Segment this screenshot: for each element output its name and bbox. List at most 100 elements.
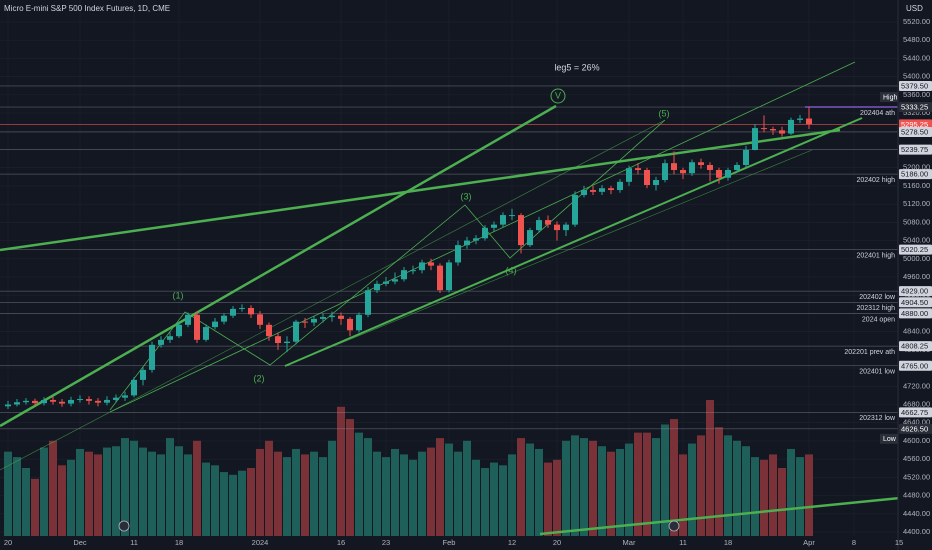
volume-bar (301, 454, 309, 536)
candle-body (392, 279, 398, 282)
candle-body (23, 400, 29, 403)
candle-body (788, 119, 794, 134)
level-tag-box (899, 360, 932, 371)
event-icon (118, 520, 130, 532)
level-note: 202312 low (859, 415, 896, 422)
annotation: (4) (506, 265, 517, 275)
candle-body (221, 315, 227, 322)
volume-bar (490, 462, 498, 536)
candle-body (194, 314, 200, 340)
volume-bar (373, 451, 381, 536)
volume-bar (508, 454, 516, 536)
volume-bar (517, 438, 525, 536)
x-tick-label: Mar (623, 538, 636, 547)
volume-bar (661, 424, 669, 536)
volume-bar (166, 438, 174, 536)
annotation: (3) (461, 191, 472, 201)
extreme-tag: Low (883, 436, 897, 443)
candle-body (59, 401, 65, 404)
candle-body (761, 128, 767, 130)
volume-bar (571, 435, 579, 536)
wave-path (109, 119, 666, 411)
levels: 202404 ath 202402 high 202401 high 202402 l… (0, 85, 898, 430)
volume-bar (22, 468, 30, 536)
candle-body (329, 315, 335, 318)
volume-pane (4, 400, 813, 536)
x-tick-label: 18 (724, 538, 732, 547)
candle-body (698, 162, 704, 165)
candle-body (338, 315, 344, 319)
candle-body (617, 181, 623, 191)
candles (5, 107, 812, 410)
volume-bar (94, 454, 102, 536)
annotation: leg5 = 26% (554, 62, 599, 72)
level-tag-box (899, 423, 932, 434)
x-tick-label: Dec (73, 538, 87, 547)
candle-body (284, 341, 290, 344)
annotation: (2) (254, 373, 265, 383)
volume-bar (634, 432, 642, 536)
volume-bar (625, 443, 633, 536)
candle-body (293, 321, 299, 342)
candle-body (320, 317, 326, 319)
volume-bar (535, 448, 543, 536)
candle-body (212, 321, 218, 328)
chart-title: Micro E-mini S&P 500 Index Futures, 1D, … (4, 4, 170, 13)
volume-bar (58, 465, 66, 536)
volume-bar (202, 462, 210, 536)
candle-body (248, 307, 254, 315)
volume-bar (409, 459, 417, 536)
level-note: 202404 ath (860, 110, 895, 117)
volume-bar (220, 472, 228, 536)
y-tick-label: 4640.00 (903, 418, 930, 427)
level-tag-box (899, 80, 932, 91)
y-tick-label: 5480.00 (903, 35, 930, 44)
x-tick-label: Apr (803, 538, 815, 547)
candle-body (311, 318, 317, 323)
candle-body (437, 265, 443, 291)
candle-body (743, 149, 749, 165)
candle-body (644, 169, 650, 186)
volume-bar (238, 470, 246, 536)
candle-body (410, 270, 416, 272)
volume-bar (103, 447, 111, 536)
candle-body (671, 163, 677, 170)
candle-body (50, 399, 56, 402)
level-note: 2024 open (862, 316, 895, 323)
volume-bar (769, 454, 777, 536)
volume-bar (319, 457, 327, 536)
candle-body (806, 118, 812, 125)
candle-body (581, 190, 587, 196)
volume-bar (112, 446, 120, 536)
candle-body (626, 168, 632, 182)
candle-body (104, 399, 110, 403)
candle-body (770, 129, 776, 131)
level-tag-label: 5333.25 (901, 103, 928, 112)
trend-line (0, 104, 557, 428)
y-tick-label: 4440.00 (903, 509, 930, 518)
y-tick-label: 5440.00 (903, 53, 930, 62)
candle-body (149, 344, 155, 370)
level-tag-label: 4880.00 (901, 309, 928, 318)
candle-body (518, 215, 524, 246)
volume-bar (679, 454, 687, 536)
candle-body (239, 307, 245, 309)
candle-body (608, 188, 614, 191)
y-tick-label: 4480.00 (903, 491, 930, 500)
volume-bar (715, 427, 723, 536)
volume-bar (76, 448, 84, 536)
level-note: 202312 high (856, 305, 895, 312)
candle-body (428, 262, 434, 266)
price-axis: 5520.00 5480.00 5440.00 5400.00 5360.00 5320.… (4, 17, 930, 547)
annotation: V (555, 90, 561, 100)
candle-body (230, 308, 236, 316)
y-tick-label: 4840.00 (903, 327, 930, 336)
volume-bar (4, 451, 12, 536)
candle-body (266, 324, 272, 337)
y-tick-label: 5520.00 (903, 17, 930, 26)
volume-bar (778, 468, 786, 536)
x-tick-label: 11 (130, 538, 138, 547)
candle-body (725, 169, 731, 178)
x-tick-label: 18 (175, 538, 183, 547)
volume-bar (364, 438, 372, 536)
